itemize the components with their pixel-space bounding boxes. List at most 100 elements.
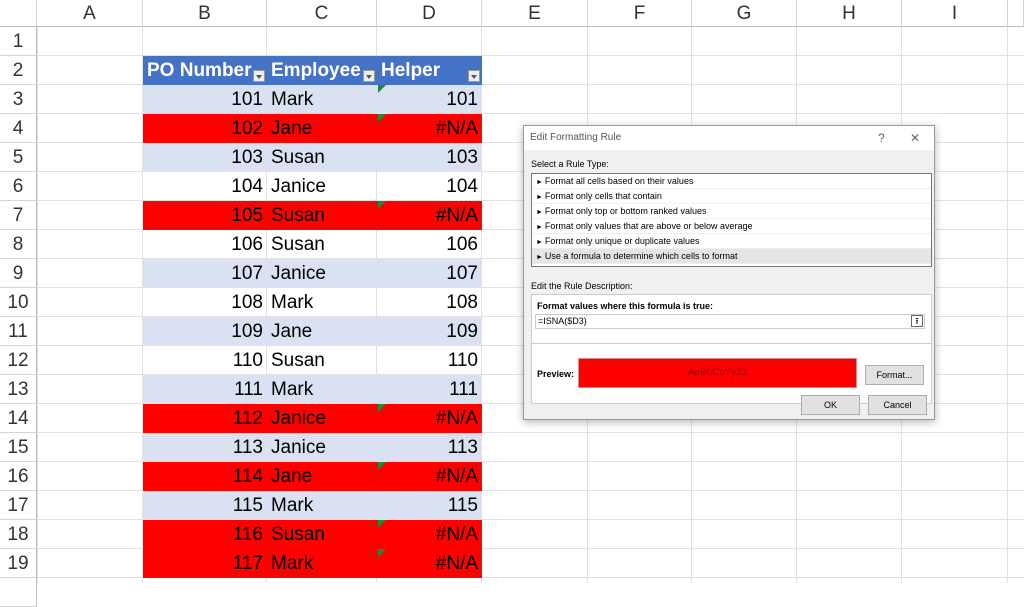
helper-cell[interactable]: 106	[446, 234, 478, 255]
rule-type-item[interactable]: ► Format only cells that contain	[532, 189, 931, 204]
helper-cell[interactable]: 113	[377, 433, 482, 462]
row-header-7[interactable]: 7	[0, 201, 37, 230]
po-number-cell[interactable]: 105	[143, 201, 267, 230]
rule-type-item[interactable]: ► Use a formula to determine which cells…	[532, 249, 931, 264]
employee-cell[interactable]: Mark	[267, 491, 377, 520]
helper-cell[interactable]: #N/A	[377, 549, 482, 578]
helper-cell[interactable]: #N/A	[377, 114, 482, 143]
column-header-partial[interactable]	[1008, 0, 1024, 27]
helper-cell[interactable]: #N/A	[377, 520, 482, 549]
employee-cell[interactable]: Mark	[271, 292, 314, 313]
rule-type-item[interactable]: ► Format only unique or duplicate values	[532, 234, 931, 249]
row-header-17[interactable]: 17	[0, 491, 37, 520]
employee-cell[interactable]: Janice	[267, 259, 377, 288]
row-header-15[interactable]: 15	[0, 433, 37, 462]
format-button[interactable]: Format...	[865, 365, 924, 385]
row-header-18[interactable]: 18	[0, 520, 37, 549]
ok-button[interactable]: OK	[801, 395, 860, 415]
row-header-11[interactable]: 11	[0, 317, 37, 346]
employee-cell[interactable]: Jane	[267, 114, 377, 143]
column-header-F[interactable]: F	[588, 0, 692, 27]
row-header-6[interactable]: 6	[0, 172, 37, 201]
po-number-cell[interactable]: 117	[143, 549, 267, 578]
column-header-I[interactable]: I	[902, 0, 1008, 27]
column-header-H[interactable]: H	[797, 0, 902, 27]
helper-cell[interactable]: #N/A	[377, 404, 482, 433]
row-header-14[interactable]: 14	[0, 404, 37, 433]
employee-cell[interactable]: Mark	[267, 549, 377, 578]
row-header-19[interactable]: 19	[0, 549, 37, 578]
employee-cell[interactable]: Janice	[267, 404, 377, 433]
po-number-cell[interactable]: 107	[143, 259, 267, 288]
po-number-cell[interactable]: 104	[231, 176, 263, 197]
column-header-D[interactable]: D	[377, 0, 482, 27]
row-header-partial[interactable]	[0, 578, 37, 607]
rule-type-item[interactable]: ► Format only values that are above or b…	[532, 219, 931, 234]
employee-cell[interactable]: Susan	[267, 143, 377, 172]
helper-cell[interactable]: 111	[377, 375, 482, 404]
row-header-8[interactable]: 8	[0, 230, 37, 259]
employee-cell[interactable]: Janice	[271, 176, 326, 197]
po-number-cell[interactable]: 116	[143, 520, 267, 549]
table-header-employee[interactable]: Employee	[267, 56, 377, 85]
helper-cell[interactable]: #N/A	[377, 462, 482, 491]
helper-cell[interactable]: 110	[447, 350, 478, 371]
employee-cell[interactable]: Susan	[267, 520, 377, 549]
row-header-1[interactable]: 1	[0, 27, 37, 56]
filter-dropdown-icon[interactable]	[363, 70, 375, 82]
po-number-cell[interactable]: 114	[143, 462, 267, 491]
help-button[interactable]: ?	[878, 131, 885, 145]
helper-cell[interactable]: 115	[377, 491, 482, 520]
column-header-A[interactable]: A	[37, 0, 143, 27]
po-number-cell[interactable]: 108	[231, 292, 263, 313]
select-all-corner[interactable]	[0, 0, 37, 27]
po-number-cell[interactable]: 106	[231, 234, 263, 255]
close-button[interactable]: ✕	[910, 131, 921, 145]
helper-cell[interactable]: 101	[377, 85, 482, 114]
column-header-C[interactable]: C	[267, 0, 377, 27]
employee-cell[interactable]: Jane	[267, 317, 377, 346]
row-header-16[interactable]: 16	[0, 462, 37, 491]
employee-cell[interactable]: Mark	[267, 375, 377, 404]
formula-input[interactable]: =ISNA($D3) ⭱	[535, 314, 925, 329]
employee-cell[interactable]: Mark	[267, 85, 377, 114]
rule-type-list[interactable]: ► Format all cells based on their values…	[531, 173, 932, 267]
employee-cell[interactable]: Susan	[267, 201, 377, 230]
helper-cell[interactable]: 108	[446, 292, 478, 313]
cancel-button[interactable]: Cancel	[868, 395, 927, 415]
table-header-po-number[interactable]: PO Number	[143, 56, 267, 85]
row-header-10[interactable]: 10	[0, 288, 37, 317]
row-header-9[interactable]: 9	[0, 259, 37, 288]
rule-type-item[interactable]: ► Format all cells based on their values	[532, 174, 931, 189]
po-number-cell[interactable]: 115	[143, 491, 267, 520]
po-number-cell[interactable]: 109	[143, 317, 267, 346]
row-header-13[interactable]: 13	[0, 375, 37, 404]
po-number-cell[interactable]: 102	[143, 114, 267, 143]
employee-cell[interactable]: Susan	[271, 350, 325, 371]
po-number-cell[interactable]: 101	[143, 85, 267, 114]
employee-cell[interactable]: Janice	[267, 433, 377, 462]
helper-cell[interactable]: 104	[446, 176, 478, 197]
row-header-12[interactable]: 12	[0, 346, 37, 375]
column-header-E[interactable]: E	[482, 0, 588, 27]
po-number-cell[interactable]: 112	[143, 404, 267, 433]
rule-type-item[interactable]: ► Format only top or bottom ranked value…	[532, 204, 931, 219]
collapse-dialog-icon[interactable]: ⭱	[911, 315, 923, 327]
helper-cell[interactable]: #N/A	[377, 201, 482, 230]
column-header-B[interactable]: B	[143, 0, 267, 27]
helper-cell[interactable]: 107	[377, 259, 482, 288]
column-header-G[interactable]: G	[692, 0, 797, 27]
helper-cell[interactable]: 103	[377, 143, 482, 172]
employee-cell[interactable]: Jane	[267, 462, 377, 491]
helper-cell[interactable]: 109	[377, 317, 482, 346]
row-header-4[interactable]: 4	[0, 114, 37, 143]
po-number-cell[interactable]: 113	[143, 433, 267, 462]
table-header-helper[interactable]: Helper	[377, 56, 482, 85]
filter-dropdown-icon[interactable]	[468, 70, 480, 82]
row-header-3[interactable]: 3	[0, 85, 37, 114]
po-number-cell[interactable]: 111	[143, 375, 267, 404]
employee-cell[interactable]: Susan	[271, 234, 325, 255]
row-header-2[interactable]: 2	[0, 56, 37, 85]
row-header-5[interactable]: 5	[0, 143, 37, 172]
filter-dropdown-icon[interactable]	[253, 70, 265, 82]
